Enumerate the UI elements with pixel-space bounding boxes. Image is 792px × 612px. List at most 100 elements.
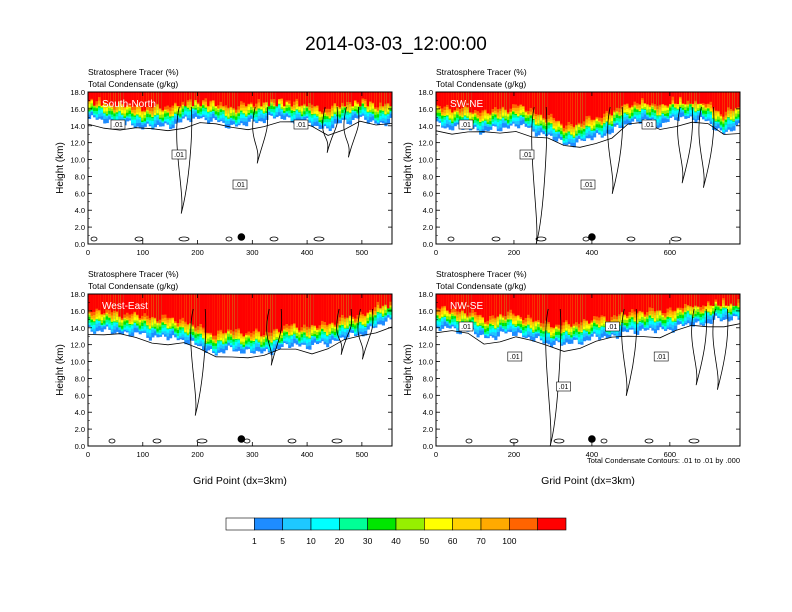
tracer-cell bbox=[476, 294, 480, 315]
contour-blob bbox=[108, 438, 116, 444]
tracer-cell bbox=[100, 92, 104, 106]
tracer-cell bbox=[219, 92, 223, 102]
tracer-cell bbox=[270, 294, 274, 333]
tracer-cell bbox=[359, 92, 363, 107]
tracer-cell bbox=[732, 92, 736, 111]
tracer-cell bbox=[255, 92, 259, 104]
tracer-cell bbox=[443, 294, 447, 306]
tracer-cell bbox=[522, 294, 526, 320]
tracer-cell bbox=[506, 92, 511, 113]
tracer-cell bbox=[88, 92, 92, 102]
panel-label: SW-NE bbox=[450, 99, 483, 110]
condensate-contours bbox=[88, 308, 392, 444]
tracer-cell bbox=[699, 92, 703, 104]
tracer-cell bbox=[252, 294, 256, 332]
tracer-cell bbox=[517, 294, 521, 315]
tracer-cell bbox=[290, 294, 294, 325]
tracer-cell bbox=[143, 92, 147, 111]
tracer-cell bbox=[126, 92, 130, 105]
tracer-cell bbox=[356, 294, 360, 316]
tracer-cell bbox=[207, 294, 211, 333]
tracer-cell bbox=[501, 294, 505, 316]
tracer-cell bbox=[727, 92, 731, 108]
tracer-cell bbox=[204, 92, 208, 99]
tracer-cell bbox=[194, 294, 198, 328]
tracer-cell bbox=[529, 294, 533, 318]
tracer-cell bbox=[234, 92, 239, 110]
tracer-cell bbox=[310, 294, 315, 325]
tracer-cell bbox=[305, 92, 309, 107]
tracer-cell bbox=[496, 92, 500, 110]
tracer-cell bbox=[712, 92, 716, 108]
contour-plume bbox=[343, 106, 360, 158]
tracer-cell bbox=[734, 92, 739, 108]
tracer-cell bbox=[131, 294, 135, 314]
contour-line bbox=[88, 120, 392, 136]
tracer-cell bbox=[303, 294, 307, 325]
tracer-cell bbox=[441, 92, 445, 109]
tracer-cell bbox=[280, 294, 284, 331]
tracer-cell bbox=[262, 92, 266, 103]
tracer-cell bbox=[128, 92, 132, 104]
tracer-cell bbox=[451, 294, 455, 310]
tracer-cell bbox=[176, 92, 180, 107]
tracer-cell bbox=[461, 92, 465, 109]
tracer-cell bbox=[512, 294, 516, 314]
xtick-label: 0 bbox=[434, 248, 438, 257]
tracer-cell bbox=[219, 294, 223, 330]
ytick-label: 12.0 bbox=[70, 139, 85, 148]
tracer-cell bbox=[613, 92, 617, 111]
xlabel: Grid Point (dx=3km) bbox=[193, 475, 287, 487]
tracer-cell bbox=[156, 92, 160, 104]
tracer-cell bbox=[539, 294, 543, 323]
tracer-cell bbox=[293, 92, 297, 102]
contour-blob bbox=[90, 236, 98, 242]
tracer-cell bbox=[98, 92, 102, 98]
tracer-cell bbox=[486, 294, 490, 321]
tracer-cell bbox=[293, 294, 297, 324]
ytick-label: 6.0 bbox=[75, 391, 85, 400]
tracer-cell bbox=[456, 294, 460, 312]
tracer-cell bbox=[714, 92, 718, 111]
panel-title-tracer: Stratosphere Tracer (%) bbox=[88, 269, 179, 279]
tracer-cell bbox=[194, 92, 198, 101]
xtick-label: 200 bbox=[191, 248, 204, 257]
ytick-label: 4.0 bbox=[75, 408, 85, 417]
contour-plume bbox=[677, 106, 693, 184]
contour-line bbox=[436, 121, 740, 148]
tracer-cell bbox=[224, 294, 228, 333]
panel-title-tracer: Stratosphere Tracer (%) bbox=[436, 67, 527, 77]
tracer-cell bbox=[316, 92, 320, 106]
tracer-cell bbox=[694, 92, 698, 101]
xtick-label: 500 bbox=[356, 450, 369, 459]
tracer-cell bbox=[328, 294, 332, 324]
tracer-cell bbox=[364, 294, 368, 316]
tracer-cell bbox=[651, 92, 655, 104]
tracer-cell bbox=[479, 294, 483, 315]
tracer-cell bbox=[270, 92, 274, 100]
tracer-cell bbox=[666, 92, 670, 106]
tracer-cell bbox=[590, 92, 594, 120]
tracer-cell bbox=[514, 92, 518, 105]
tracer-cell bbox=[519, 92, 523, 105]
tracer-cell bbox=[379, 294, 383, 309]
tracer-cell bbox=[100, 294, 104, 314]
tracer-cell bbox=[537, 92, 541, 115]
tracer-cell bbox=[338, 294, 342, 318]
tracer-cell bbox=[174, 92, 178, 103]
tracer-cell bbox=[288, 294, 292, 326]
tracer-cell bbox=[120, 294, 125, 319]
tracer-cell bbox=[671, 92, 675, 97]
tracer-cell bbox=[575, 92, 579, 125]
point-marker bbox=[237, 435, 246, 443]
tracer-cell bbox=[381, 294, 385, 306]
tracer-cell bbox=[499, 294, 503, 314]
tracer-cell bbox=[572, 92, 576, 127]
tracer-cell bbox=[547, 294, 551, 323]
tracer-cell bbox=[143, 294, 147, 314]
ytick-label: 18.0 bbox=[70, 88, 85, 97]
tracer-cell bbox=[133, 92, 137, 107]
tracer-cell bbox=[265, 294, 269, 332]
tracer-cell bbox=[240, 294, 244, 334]
tracer-cell bbox=[202, 92, 206, 101]
